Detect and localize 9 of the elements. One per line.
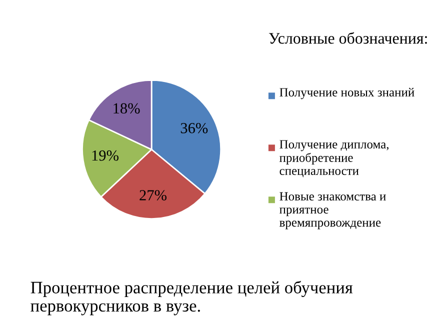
legend-label: Получение диплома, приобретение специальности — [280, 140, 388, 178]
data-label: 19% — [92, 150, 118, 161]
legend-title: Условные обозначения: — [268, 32, 427, 44]
data-label: 36% — [180, 122, 208, 134]
legend-label: Получение новых знаний — [280, 88, 414, 100]
legend-label: Новые знакомства и приятное времяпровождение — [280, 192, 386, 230]
data-label: 27% — [140, 190, 167, 200]
text: Процентное распределение целей обучения первокурсников в вузе. — [30, 280, 353, 316]
data-label: 18% — [114, 103, 140, 114]
